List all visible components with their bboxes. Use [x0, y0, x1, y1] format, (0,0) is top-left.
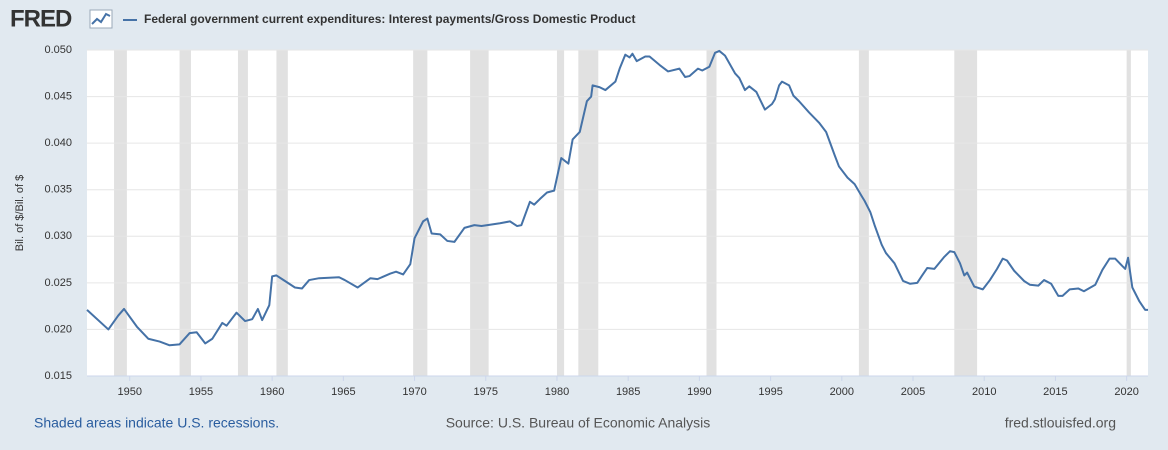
x-tick-label: 1950: [117, 386, 141, 398]
legend-label: Federal government current expenditures:…: [144, 12, 635, 26]
recession-band: [1126, 50, 1131, 376]
series-line: [86, 49, 1148, 347]
x-tick-label: 1960: [260, 386, 284, 398]
y-tick-label: 0.035: [44, 184, 72, 196]
recession-band: [114, 50, 127, 376]
x-tick-label: 1955: [189, 386, 213, 398]
x-tick-label: 2000: [830, 386, 854, 398]
recession-band: [954, 50, 978, 376]
recession-band: [413, 50, 428, 376]
footer-note[interactable]: Shaded areas indicate U.S. recessions.: [34, 415, 279, 431]
x-tick-label: 2005: [901, 386, 925, 398]
x-tick-label: 1985: [616, 386, 640, 398]
x-tick-label: 1980: [545, 386, 569, 398]
recession-band: [706, 50, 717, 376]
y-tick-label: 0.040: [44, 137, 72, 149]
x-tick-label: 2010: [972, 386, 996, 398]
y-tick-label: 0.045: [44, 90, 72, 102]
x-tick-label: 2020: [1114, 386, 1138, 398]
recession-band: [578, 50, 599, 376]
footer-link[interactable]: fred.stlouisfed.org: [1005, 415, 1116, 431]
recession-band: [179, 50, 191, 376]
logo: FRED: [10, 5, 72, 32]
y-tick-label: 0.020: [44, 323, 72, 335]
recession-band: [858, 50, 869, 376]
y-tick-label: 0.015: [44, 370, 72, 382]
x-tick-label: 2015: [1043, 386, 1067, 398]
x-tick-label: 1970: [402, 386, 426, 398]
x-tick-label: 1975: [474, 386, 498, 398]
recession-band: [237, 50, 248, 376]
x-tick-label: 1995: [758, 386, 782, 398]
logo-icon: [89, 9, 113, 29]
recession-band: [556, 50, 565, 376]
recession-band: [276, 50, 288, 376]
recession-band: [470, 50, 489, 376]
y-tick-label: 0.030: [44, 230, 72, 242]
y-axis-label: Bil. of $/Bil. of $: [14, 175, 26, 251]
x-tick-label: 1965: [331, 386, 355, 398]
y-tick-label: 0.025: [44, 277, 72, 289]
footer-source: Source: U.S. Bureau of Economic Analysis: [446, 415, 711, 431]
y-tick-label: 0.050: [44, 44, 72, 56]
x-tick-label: 1990: [687, 386, 711, 398]
